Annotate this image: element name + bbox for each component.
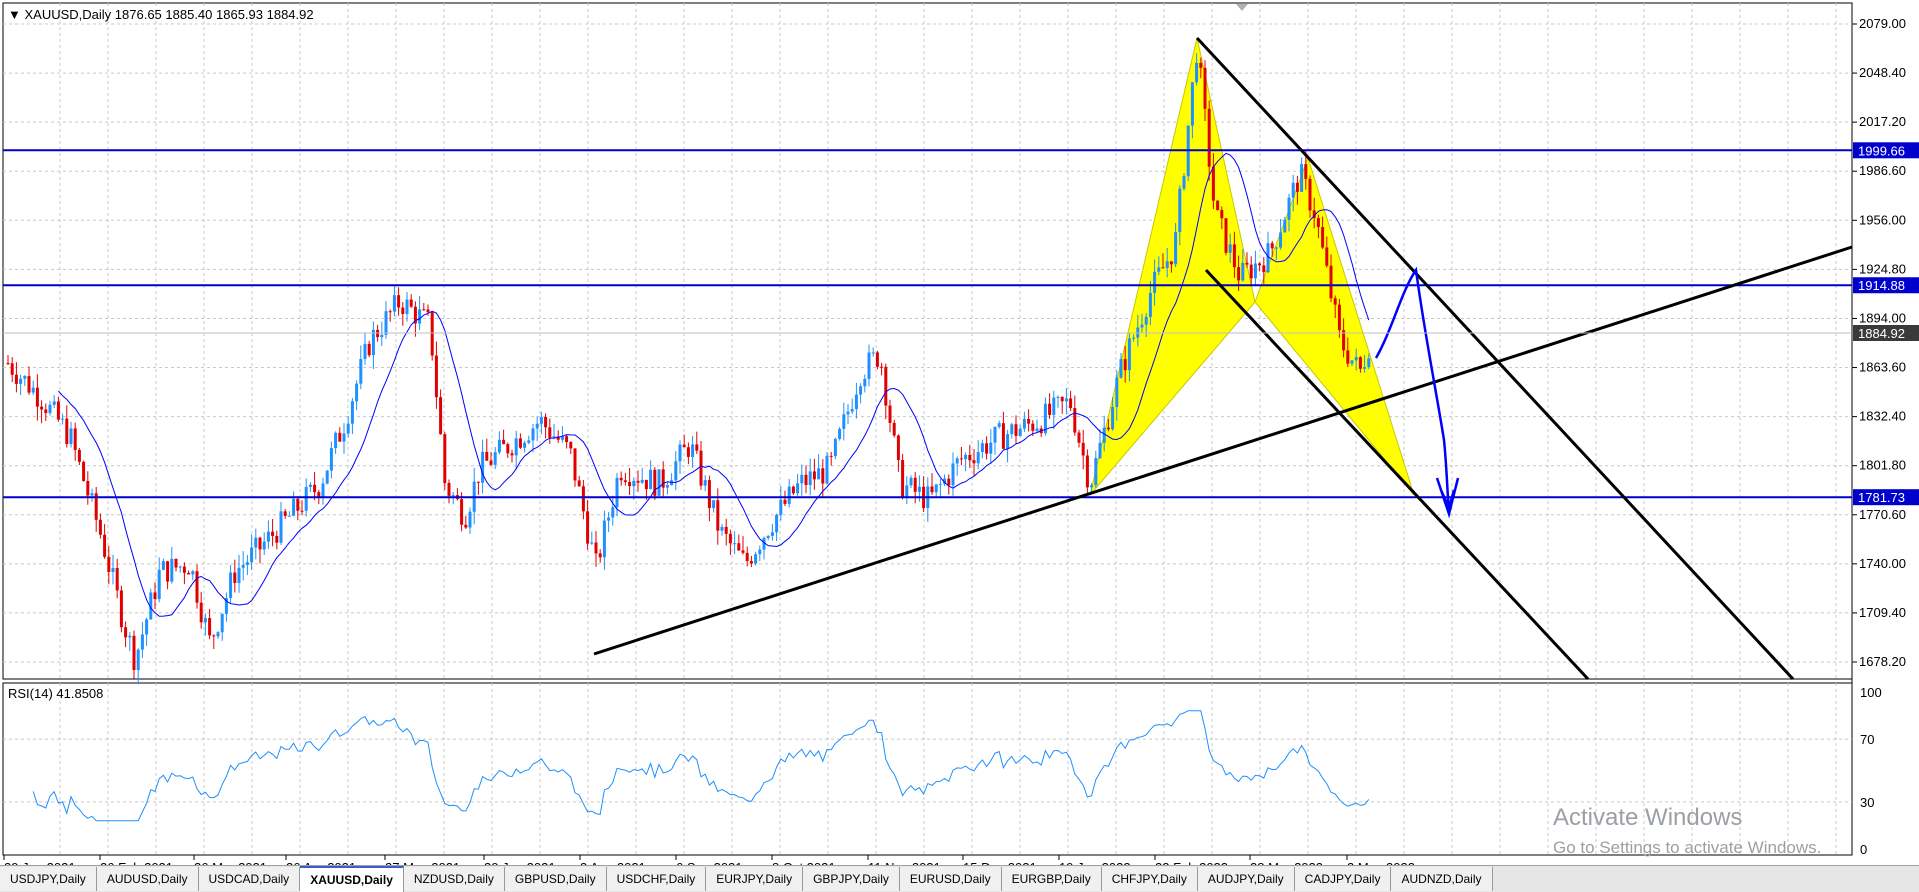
arrowhead-icon (1435, 477, 1460, 519)
level-price-label: 1914.88 (1858, 278, 1905, 293)
date-tick-label: 26 Mar 2021 (194, 860, 267, 865)
tab-eurusd-daily[interactable]: EURUSD,Daily (899, 867, 1002, 891)
chart-symbol-label: ▼ XAUUSD,Daily 1876.65 1885.40 1865.93 1… (8, 7, 314, 22)
date-tick-label: 15 Dec 2021 (963, 860, 1037, 865)
shift-marker-icon[interactable] (1236, 4, 1248, 11)
date-tick-label: 26 Apr 2021 (286, 860, 356, 865)
date-tick-label: 2 May 2022 (1347, 860, 1415, 865)
rsi-panel-frame (2, 682, 1853, 856)
date-tick-label: 6 Sep 2021 (676, 860, 743, 865)
ascending-trendline (593, 245, 1853, 656)
price-tick-label: 1740.00 (1859, 556, 1906, 571)
rsi-label: RSI(14) 41.8508 (8, 686, 103, 701)
date-tick-label: 19 Jan 2022 (1059, 860, 1131, 865)
price-tick-label: 2048.40 (1859, 65, 1906, 80)
lower-channel-line (1204, 268, 1590, 681)
collapse-triangle-icon: ▼ (8, 7, 24, 22)
price-tick-label: 1894.00 (1859, 310, 1906, 325)
moving-average-line (58, 152, 1370, 617)
price-tick-label: 1956.00 (1859, 212, 1906, 227)
trendlines[interactable] (593, 36, 1853, 681)
tab-usdcad-daily[interactable]: USDCAD,Daily (198, 867, 301, 891)
chart-area[interactable]: 1999.66 1914.88 1781.73 2079.00 2048.40 2017… (0, 0, 1919, 865)
tab-eurjpy-daily[interactable]: EURJPY,Daily (706, 867, 804, 891)
projection-arrow[interactable] (1374, 266, 1460, 519)
price-tick-label: 1678.20 (1859, 654, 1906, 669)
horizontal-levels[interactable]: 1999.66 1914.88 1781.73 (3, 142, 1919, 506)
rsi-level-label: 0 (1860, 842, 1867, 857)
tab-audjpy-daily[interactable]: AUDJPY,Daily (1197, 867, 1295, 891)
pattern-right-triangle (1254, 156, 1415, 496)
price-tick-label: 1709.40 (1859, 605, 1906, 620)
level-price-tag (1853, 142, 1919, 159)
activate-windows-subtitle: Go to Settings to activate Windows. (1553, 838, 1822, 857)
level-price-label: 1781.73 (1858, 490, 1905, 505)
level-price-tag (1853, 489, 1919, 506)
rsi-level-label: 30 (1860, 795, 1874, 810)
tab-xauusd-daily[interactable]: XAUUSD,Daily (300, 866, 404, 892)
date-tick-label: 8 Oct 2021 (772, 860, 836, 865)
main-chart-frame (2, 2, 1853, 680)
price-tick-label: 1832.40 (1859, 409, 1906, 424)
date-tick-label: 22 Feb 2022 (1155, 860, 1228, 865)
date-tick-label: 30 Jun 2021 (484, 860, 556, 865)
tab-usdjpy-daily[interactable]: USDJPY,Daily (0, 867, 97, 891)
projection-path (1374, 266, 1451, 511)
tab-gbpusd-daily[interactable]: GBPUSD,Daily (504, 867, 607, 891)
activate-windows-title: Activate Windows (1553, 804, 1743, 831)
date-tick-label: 3 Aug 2021 (580, 860, 646, 865)
current-price-label: 1884.92 (1858, 326, 1905, 341)
date-tick-label: 28 Mar 2022 (1250, 860, 1323, 865)
date-tick-label: 11 Nov 2021 (868, 860, 941, 865)
price-tick-label: 1924.80 (1859, 261, 1906, 276)
price-tick-label: 1986.60 (1859, 163, 1906, 178)
price-tick-label: 2017.20 (1859, 114, 1906, 129)
price-tick-label: 1770.60 (1859, 507, 1906, 522)
current-price-tag: 1884.92 (1853, 325, 1919, 341)
date-tick-label: 29 Jan 2021 (4, 860, 76, 865)
price-tick-label: 1801.80 (1859, 458, 1906, 473)
date-tick-label: 27 May 2021 (385, 860, 460, 865)
tab-eurgbp-daily[interactable]: EURGBP,Daily (1001, 867, 1102, 891)
upper-channel-line (1195, 36, 1795, 681)
rsi-levels: 100 70 30 0 (3, 685, 1882, 857)
pattern-left-triangle (1089, 37, 1256, 496)
candlesticks (6, 53, 1371, 685)
level-price-label: 1999.66 (1858, 143, 1905, 158)
tab-audnzd-daily[interactable]: AUDNZD,Daily (1391, 867, 1493, 891)
tab-audusd-daily[interactable]: AUDUSD,Daily (96, 867, 199, 891)
tab-cadjpy-daily[interactable]: CADJPY,Daily (1294, 867, 1392, 891)
level-price-tag (1853, 277, 1919, 294)
rsi-level-label: 100 (1860, 685, 1882, 700)
price-tick-label: 2079.00 (1859, 16, 1906, 31)
chart-tab-bar: USDJPY,Daily AUDUSD,Daily USDCAD,Daily XAUU… (0, 865, 1919, 892)
date-tick-label: 26 Feb 2021 (100, 860, 173, 865)
price-tick-label: 1863.60 (1859, 360, 1906, 375)
tab-gbpjpy-daily[interactable]: GBPJPY,Daily (803, 867, 900, 891)
tab-usdchf-daily[interactable]: USDCHF,Daily (606, 867, 707, 891)
tab-chfjpy-daily[interactable]: CHFJPY,Daily (1101, 867, 1198, 891)
price-axis[interactable]: 2079.00 2048.40 2017.20 1986.60 1956.00 1924.… (1852, 16, 1906, 669)
date-axis[interactable]: 29 Jan 2021 26 Feb 2021 26 Mar 2021 26 Apr … (3, 855, 1415, 865)
rsi-line (32, 710, 1370, 822)
rsi-level-label: 70 (1860, 732, 1874, 747)
tab-nzdusd-daily[interactable]: NZDUSD,Daily (403, 867, 505, 891)
harmonic-pattern (1089, 37, 1415, 496)
